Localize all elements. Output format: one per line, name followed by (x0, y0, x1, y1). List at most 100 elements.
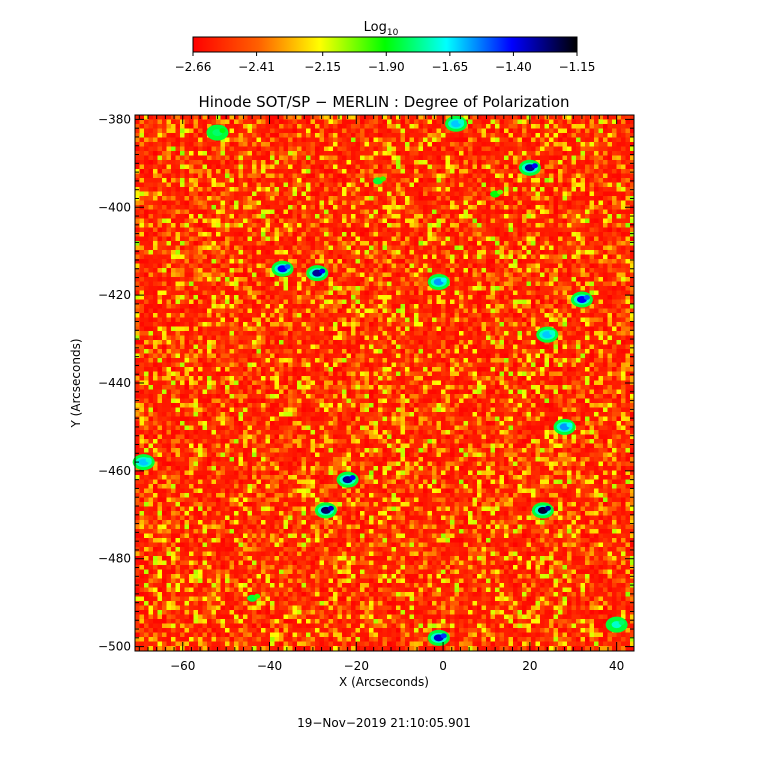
heatmap-cell (198, 259, 203, 264)
heatmap-cell (153, 182, 158, 188)
heatmap-cell (369, 196, 374, 201)
heatmap-cell (463, 245, 469, 251)
heatmap-cell (463, 128, 469, 134)
heatmap-cell (234, 295, 239, 300)
heatmap-cell (459, 137, 464, 143)
heatmap-cell (346, 196, 352, 201)
heatmap-cell (202, 259, 208, 264)
heatmap-cell (508, 304, 514, 309)
heatmap-cell (238, 142, 244, 147)
heatmap-cell (495, 299, 500, 305)
heatmap-cell (625, 169, 631, 174)
heatmap-cell (400, 151, 406, 156)
heatmap-cell (207, 304, 212, 309)
heatmap-cell (445, 115, 451, 120)
heatmap-cell (625, 223, 631, 228)
heatmap-cell (589, 241, 595, 246)
heatmap-cell (135, 191, 140, 197)
heatmap-cell (382, 263, 388, 269)
heatmap-cell (153, 187, 158, 192)
heatmap-cell (256, 304, 262, 309)
heatmap-cell (544, 218, 550, 224)
heatmap-cell (400, 304, 406, 309)
heatmap-cell (535, 313, 541, 318)
heatmap-cell (436, 151, 442, 156)
heatmap-cell (211, 223, 217, 228)
heatmap-cell (171, 137, 176, 143)
heatmap-cell (450, 169, 455, 174)
heatmap-cell (135, 142, 140, 147)
heatmap-cell (531, 304, 536, 309)
heatmap-cell (553, 308, 559, 314)
heatmap-cell (459, 191, 464, 197)
heatmap-cell (216, 263, 221, 269)
heatmap-cell (526, 128, 532, 134)
heatmap-cell (468, 232, 473, 237)
heatmap-cell (558, 214, 563, 219)
heatmap-cell (445, 223, 451, 228)
heatmap-cell (391, 146, 397, 152)
heatmap-cell (558, 277, 563, 282)
heatmap-cell (414, 133, 419, 138)
heatmap-cell (625, 227, 631, 233)
heatmap-cell (211, 119, 217, 125)
heatmap-cell (567, 187, 572, 192)
heatmap-cell (189, 281, 194, 287)
heatmap-cell (400, 146, 406, 152)
heatmap-cell (252, 173, 257, 179)
heatmap-cell (319, 299, 325, 305)
heatmap-cell (562, 155, 568, 161)
heatmap-cell (432, 119, 437, 125)
heatmap-cell (526, 281, 532, 287)
heatmap-cell (436, 146, 442, 152)
heatmap-cell (166, 205, 172, 210)
heatmap-cell (225, 218, 230, 224)
heatmap-cell (225, 137, 230, 143)
heatmap-cell (553, 241, 559, 246)
heatmap-cell (297, 218, 302, 224)
heatmap-cell (373, 259, 379, 264)
heatmap-cell (535, 268, 541, 273)
heatmap-cell (427, 169, 433, 174)
heatmap-cell (526, 119, 532, 125)
heatmap-cell (144, 155, 149, 161)
heatmap-cell (279, 277, 284, 282)
heatmap-cell (243, 236, 248, 242)
heatmap-cell (207, 200, 212, 206)
heatmap-cell (364, 277, 370, 282)
heatmap-cell (432, 196, 437, 201)
heatmap-cell (207, 124, 212, 129)
heatmap-cell (346, 245, 352, 251)
heatmap-cell (198, 277, 203, 282)
heatmap-cell (153, 281, 158, 287)
heatmap-cell (144, 133, 149, 138)
heatmap-cell (337, 187, 343, 192)
heatmap-cell (378, 290, 383, 296)
heatmap-cell (594, 241, 599, 246)
heatmap-cell (450, 142, 455, 147)
heatmap-cell (535, 146, 541, 152)
heatmap-cell (594, 232, 599, 237)
heatmap-cell (423, 223, 428, 228)
heatmap-cell (535, 191, 541, 197)
heatmap-cell (315, 290, 320, 296)
heatmap-cell (324, 182, 329, 188)
heatmap-cell (360, 236, 365, 242)
heatmap-cell (418, 173, 424, 179)
heatmap-cell (297, 277, 302, 282)
heatmap-cell (517, 268, 523, 273)
heatmap-cell (571, 115, 577, 120)
heatmap-cell (549, 205, 554, 210)
heatmap-cell (229, 236, 235, 242)
heatmap-cell (630, 119, 634, 125)
heatmap-cell (517, 218, 523, 224)
heatmap-cell (193, 191, 199, 197)
heatmap-cell (382, 137, 388, 143)
heatmap-cell (409, 178, 415, 183)
heatmap-cell (211, 286, 217, 291)
heatmap-cell (477, 245, 482, 251)
heatmap-cell (247, 227, 253, 233)
heatmap-cell (292, 268, 298, 273)
heatmap-cell (603, 277, 608, 282)
heatmap-cell (418, 182, 424, 188)
